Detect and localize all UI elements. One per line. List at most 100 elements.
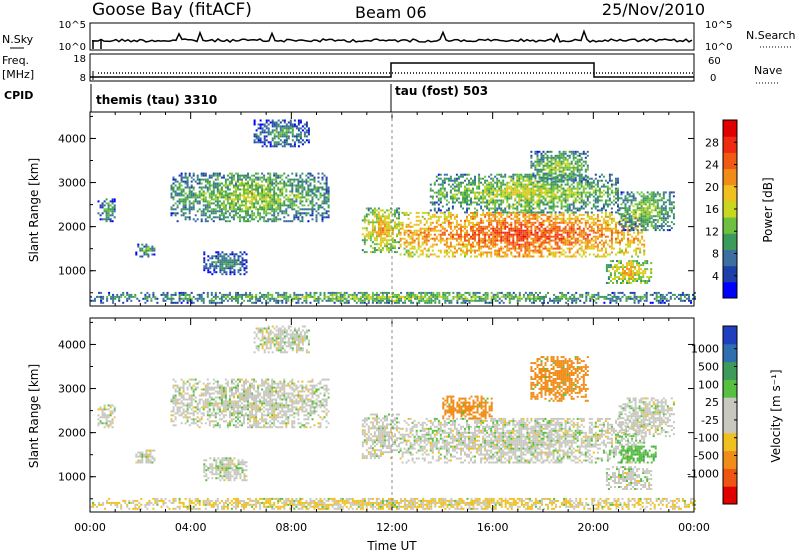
echo-cell (209, 257, 212, 260)
echo-cell (610, 229, 613, 232)
echo-cell (437, 233, 440, 236)
echo-cell (224, 182, 227, 185)
echo-cell (482, 199, 485, 202)
echo-cell (271, 206, 274, 209)
echo-cell (214, 291, 217, 294)
echo-cell (174, 214, 177, 217)
echo-cell (327, 192, 330, 195)
echo-cell (206, 204, 209, 207)
echo-cell (190, 184, 193, 187)
echo-cell (200, 186, 203, 189)
echo-cell (657, 295, 660, 298)
echo-cell (512, 247, 515, 250)
echo-cell (257, 188, 260, 191)
echo-cell (259, 204, 262, 207)
echo-cell (279, 176, 282, 179)
echo-cell (251, 178, 254, 181)
echo-cell (184, 174, 187, 177)
echo-cell (225, 253, 228, 256)
echo-cell (381, 247, 384, 250)
echo-cell (600, 229, 603, 232)
echo-cell (510, 295, 513, 298)
echo-cell (283, 119, 286, 122)
echo-cell (297, 129, 300, 132)
echo-cell (633, 241, 636, 244)
echo-cell (518, 213, 521, 216)
echo-cell (319, 293, 322, 296)
echo-cell (241, 301, 243, 304)
echo-cell (388, 247, 390, 250)
echo-cell (223, 255, 226, 258)
echo-cell (502, 247, 505, 250)
echo-cell (556, 241, 559, 244)
echo-cell (186, 180, 189, 183)
cpid-mode-2: tau (fost) 503 (395, 84, 488, 98)
echo-cell (510, 229, 513, 232)
echo-cell (206, 216, 209, 219)
echo-cell (198, 200, 201, 203)
echo-cell (271, 121, 274, 124)
echo-cell (486, 185, 489, 188)
echo-cell (112, 299, 115, 302)
echo-cell (604, 249, 607, 252)
echo-cell (424, 301, 427, 304)
echo-cell (263, 198, 266, 201)
echo-cell (277, 135, 280, 138)
echo-cell (512, 175, 515, 178)
echo-cell (424, 299, 427, 302)
echo-cell (474, 233, 476, 236)
echo-cell (578, 231, 581, 234)
echo-cell (568, 213, 571, 216)
echo-cell (565, 297, 568, 300)
echo-cell (237, 194, 239, 197)
echo-cell (444, 301, 447, 304)
echo-cell (269, 293, 272, 296)
echo-cell (528, 219, 531, 222)
echo-cell (176, 180, 179, 183)
echo-cell (146, 295, 149, 298)
echo-cell (681, 291, 684, 294)
echo-cell (174, 291, 177, 294)
echo-cell (422, 291, 425, 294)
echo-cell (386, 239, 388, 242)
echo-cell (599, 295, 602, 298)
echo-cell (474, 231, 476, 234)
echo-cell (526, 239, 529, 242)
echo-cell (271, 196, 274, 199)
echo-cell (230, 180, 233, 183)
echo-cell (494, 293, 497, 296)
echo-cell (627, 237, 630, 240)
echo-cell (530, 293, 533, 296)
echo-cell (190, 194, 193, 197)
echo-cell (245, 253, 248, 256)
echo-cell (447, 213, 450, 216)
echo-cell (301, 129, 304, 132)
echo-cell (522, 215, 525, 218)
echo-cell (538, 237, 541, 240)
echo-cell (94, 299, 96, 302)
echo-cell (439, 197, 442, 200)
echo-cell (602, 253, 605, 256)
echo-cell (484, 189, 487, 192)
echo-cell (476, 229, 479, 232)
echo-cell (441, 221, 444, 224)
echo-cell (232, 216, 235, 219)
echo-cell (275, 180, 278, 183)
echo-cell (106, 299, 109, 302)
echo-cell (261, 127, 264, 130)
echo-cell (265, 204, 268, 207)
echo-cell (510, 251, 513, 254)
echo-cell (508, 241, 511, 244)
echo-cell (665, 293, 668, 296)
echo-cell (565, 301, 568, 304)
echo-cell (619, 243, 621, 246)
echo-cell (420, 295, 423, 298)
echo-cell (445, 251, 448, 254)
echo-cell (283, 125, 286, 128)
echo-cell (255, 208, 258, 211)
noise-right-label: N.Search (746, 29, 796, 42)
echo-cell (212, 192, 215, 195)
echo-cell (564, 241, 567, 244)
echo-cell (439, 215, 442, 218)
echo-cell (271, 202, 274, 205)
